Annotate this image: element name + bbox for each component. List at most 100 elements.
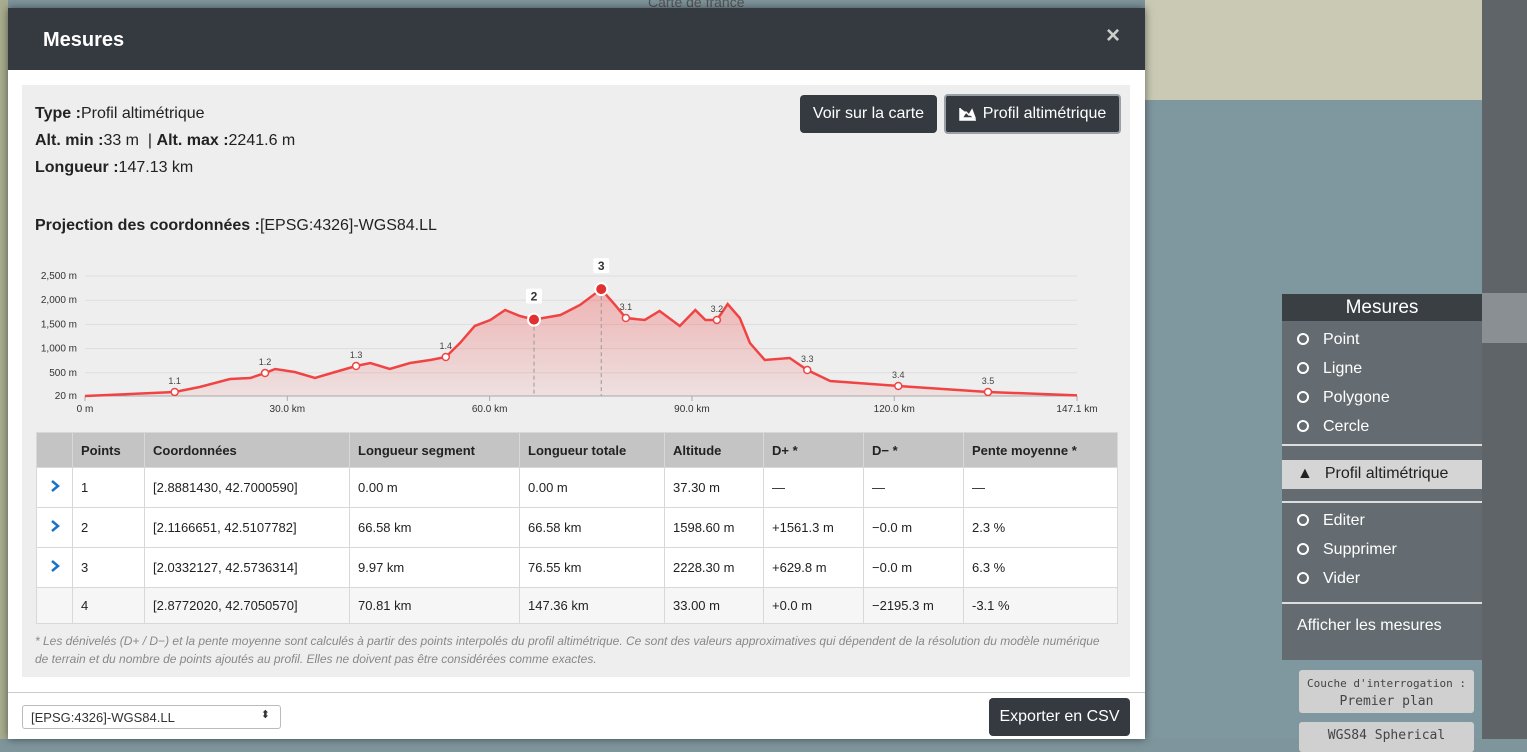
value: [EPSG:4326]-WGS84.LL: [31, 710, 175, 725]
label: Projection des coordonnées :: [35, 217, 260, 234]
close-button[interactable]: ×: [1106, 22, 1121, 49]
projection-box[interactable]: WGS84 Spherical: [1299, 722, 1474, 752]
tool[interactable]: Point: [1297, 331, 1359, 349]
point: [594, 282, 609, 297]
expand-cell: [36, 587, 73, 624]
separator: [1282, 444, 1482, 446]
info-alt: Alt. min :33 m | Alt. max :2241.6 m: [35, 127, 295, 154]
cell: —: [963, 467, 1118, 508]
tool[interactable]: ▲ Profil altimétrique: [1297, 465, 1448, 483]
cell: +1561.3 m: [763, 507, 864, 548]
marker: [170, 387, 179, 397]
x-tick-label: 30.0 km: [270, 404, 306, 415]
value: 147.13 km: [118, 159, 194, 176]
cell: —: [863, 467, 964, 508]
cell: [2.8881430, 42.7000590]: [144, 467, 350, 508]
x-tick-label: 90.0 km: [674, 404, 710, 415]
label: Cercle: [1323, 418, 1370, 435]
info-length: Longueur :147.13 km: [35, 154, 295, 181]
header-cell: Coordonnées: [144, 432, 350, 468]
tool[interactable]: Supprimer: [1297, 541, 1397, 559]
label: Type :: [35, 105, 81, 122]
y-tick-label: 1,500 m: [41, 319, 77, 330]
export-button[interactable]: Exporter en CSV: [989, 698, 1130, 736]
expand-cell[interactable]: [36, 547, 73, 588]
label: Editer: [1323, 512, 1365, 529]
label: Profil altimétrique: [1324, 465, 1449, 482]
header-cell: Longueur totale: [519, 432, 665, 468]
expand-cell[interactable]: [36, 507, 73, 548]
cell: 0.00 m: [519, 467, 665, 508]
tool[interactable]: Ligne: [1297, 360, 1362, 378]
point: [526, 312, 541, 327]
header-row: Points Coordonnées Longueur segment Longueu…: [36, 432, 1118, 468]
header-cell: [36, 432, 73, 468]
label: Longueur :: [35, 159, 119, 176]
expand-cell[interactable]: [36, 467, 73, 508]
value: 33 m: [103, 132, 140, 149]
map-label: Carte de france: [648, 0, 745, 10]
info-type: Type :Profil altimétrique: [35, 100, 295, 127]
profile-button[interactable]: Profil altimétrique: [944, 94, 1121, 134]
chevron[interactable]: [50, 520, 60, 532]
chevron[interactable]: [50, 480, 60, 492]
marker: [351, 361, 361, 371]
arrow: ⬍: [260, 709, 270, 721]
separator: [1282, 501, 1482, 503]
tool[interactable]: Polygone: [1297, 389, 1390, 407]
cell: [2.1166651, 42.5107782]: [144, 507, 350, 548]
marker-label: 3.1: [620, 302, 633, 312]
icon: [1297, 333, 1309, 345]
chevron[interactable]: [50, 560, 60, 572]
cell: 66.58 km: [519, 507, 665, 548]
marker-label: 3.3: [801, 354, 814, 364]
tool[interactable]: Cercle: [1297, 418, 1369, 436]
label: Profil altimétrique: [982, 105, 1107, 122]
cell: 9.97 km: [349, 547, 520, 588]
cell: —: [763, 467, 864, 508]
map-button[interactable]: Voir sur la carte: [800, 95, 937, 133]
cell: +0.0 m: [763, 587, 864, 624]
x-tick-label: 60.0 km: [472, 404, 508, 415]
active-tool[interactable]: [1282, 460, 1482, 489]
marker-label: 1.4: [440, 341, 453, 351]
cell: −0.0 m: [863, 547, 964, 588]
x-tick-label: 120.0 km: [874, 404, 915, 415]
marker: [260, 368, 270, 378]
map-land: [1145, 0, 1482, 100]
tool[interactable]: Vider: [1297, 570, 1360, 588]
label: Supprimer: [1323, 541, 1397, 558]
projection-select[interactable]: [EPSG:4326]-WGS84.LL ⬍: [22, 705, 281, 729]
label: Point: [1323, 331, 1360, 348]
cell: -3.1 %: [963, 587, 1118, 624]
layer-label: Couche d'interrogation :: [1307, 677, 1466, 690]
modal-title: Mesures: [43, 29, 125, 51]
cell: 37.30 m: [664, 467, 764, 508]
y-tick-label: 2,500 m: [41, 271, 77, 282]
x-tick-label: 147.1 km: [1056, 404, 1097, 415]
cell: 6.3 %: [963, 547, 1118, 588]
label: Ligne: [1323, 360, 1363, 377]
layer-box[interactable]: Couche d'interrogation : Premier plan: [1299, 670, 1474, 713]
cell: 4: [72, 587, 145, 624]
show-measures[interactable]: Afficher les mesures: [1297, 617, 1442, 634]
point-label-bg: [525, 288, 542, 304]
cell: [2.0332127, 42.5736314]: [144, 547, 350, 588]
icon: [1297, 362, 1309, 374]
tool[interactable]: Editer: [1297, 512, 1365, 530]
table-wrap: Points Coordonnées Longueur segment Longueu…: [36, 432, 1118, 624]
table-row: 4 [2.8772020, 42.7050570] 70.81 km 147.36 k…: [36, 587, 1118, 624]
label: Alt. min :: [35, 132, 104, 149]
marker: [983, 387, 993, 397]
marker-label: 3.4: [892, 370, 905, 380]
label: Vider: [1323, 570, 1361, 587]
separator: [1282, 602, 1482, 604]
info: Type :Profil altimétrique Alt. min :33 m…: [35, 100, 295, 181]
header-cell: Points: [72, 432, 145, 468]
table: Points Coordonnées Longueur segment Longueu…: [36, 432, 1118, 624]
cell: 2228.30 m: [664, 547, 764, 588]
cell: 0.00 m: [349, 467, 520, 508]
header-cell: D+ *: [763, 432, 864, 468]
marker-label: 1.3: [350, 350, 363, 360]
